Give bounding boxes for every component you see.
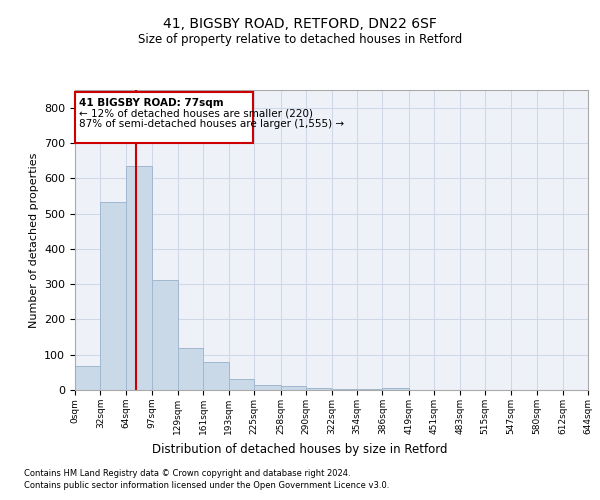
Y-axis label: Number of detached properties: Number of detached properties [29, 152, 38, 328]
Bar [100, 202, 126, 390]
Text: Distribution of detached houses by size in Retford: Distribution of detached houses by size … [152, 442, 448, 456]
Text: 87% of semi-detached houses are larger (1,555) →: 87% of semi-detached houses are larger (… [79, 120, 344, 130]
Bar [126, 166, 152, 390]
Bar [203, 362, 229, 390]
Bar [306, 388, 331, 390]
Bar [281, 386, 306, 390]
Text: ← 12% of detached houses are smaller (220): ← 12% of detached houses are smaller (22… [79, 108, 313, 118]
Bar [152, 280, 178, 390]
Bar [75, 92, 253, 143]
Bar [382, 388, 409, 390]
Text: 41 BIGSBY ROAD: 77sqm: 41 BIGSBY ROAD: 77sqm [79, 98, 224, 108]
Text: Contains public sector information licensed under the Open Government Licence v3: Contains public sector information licen… [24, 481, 389, 490]
Bar [254, 384, 281, 390]
Bar [229, 380, 254, 390]
Bar [75, 366, 100, 390]
Text: 41, BIGSBY ROAD, RETFORD, DN22 6SF: 41, BIGSBY ROAD, RETFORD, DN22 6SF [163, 18, 437, 32]
Text: Size of property relative to detached houses in Retford: Size of property relative to detached ho… [138, 32, 462, 46]
Bar [178, 348, 203, 390]
Text: Contains HM Land Registry data © Crown copyright and database right 2024.: Contains HM Land Registry data © Crown c… [24, 468, 350, 477]
Bar [331, 388, 357, 390]
